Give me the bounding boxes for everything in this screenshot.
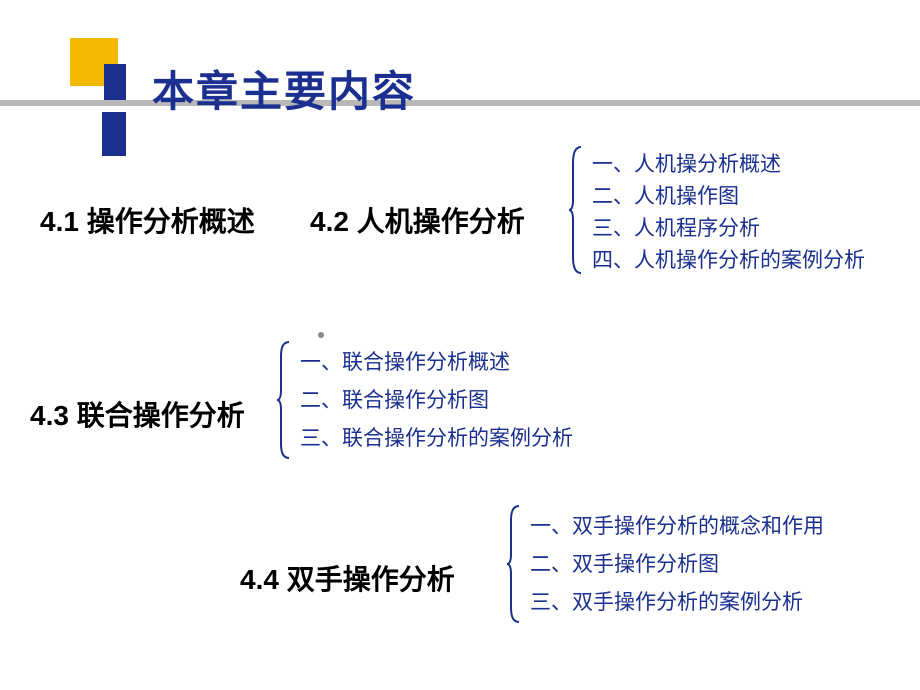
section-41-label: 4.1 操作分析概述 (40, 200, 255, 240)
list-item: 二、联合操作分析图 (300, 381, 573, 419)
section-42-list: 一、人机操分析概述 二、人机操作图 三、人机程序分析 四、人机操作分析的案例分析 (592, 148, 865, 276)
bullet-dot-icon (318, 332, 324, 338)
list-item: 三、联合操作分析的案例分析 (300, 419, 573, 457)
section-43-list: 一、联合操作分析概述 二、联合操作分析图 三、联合操作分析的案例分析 (300, 343, 573, 457)
list-item: 三、人机程序分析 (592, 212, 865, 244)
list-item: 一、双手操作分析的概念和作用 (530, 507, 824, 545)
section-43-label: 4.3 联合操作分析 (30, 394, 245, 434)
section-42-label: 4.2 人机操作分析 (310, 200, 525, 240)
blue-bar-icon (102, 112, 126, 156)
list-item: 四、人机操作分析的案例分析 (592, 244, 865, 276)
section-44-label: 4.4 双手操作分析 (240, 558, 455, 598)
list-item: 二、双手操作分析图 (530, 545, 824, 583)
section-44-list: 一、双手操作分析的概念和作用 二、双手操作分析图 三、双手操作分析的案例分析 (530, 507, 824, 621)
divider-line (0, 100, 920, 106)
blue-square-icon (104, 64, 126, 100)
brace-44-icon (505, 504, 523, 624)
page-title: 本章主要内容 (152, 58, 416, 119)
brace-42-icon (567, 145, 585, 275)
list-item: 二、人机操作图 (592, 180, 865, 212)
brace-43-icon (275, 340, 293, 460)
list-item: 一、联合操作分析概述 (300, 343, 573, 381)
list-item: 三、双手操作分析的案例分析 (530, 583, 824, 621)
list-item: 一、人机操分析概述 (592, 148, 865, 180)
